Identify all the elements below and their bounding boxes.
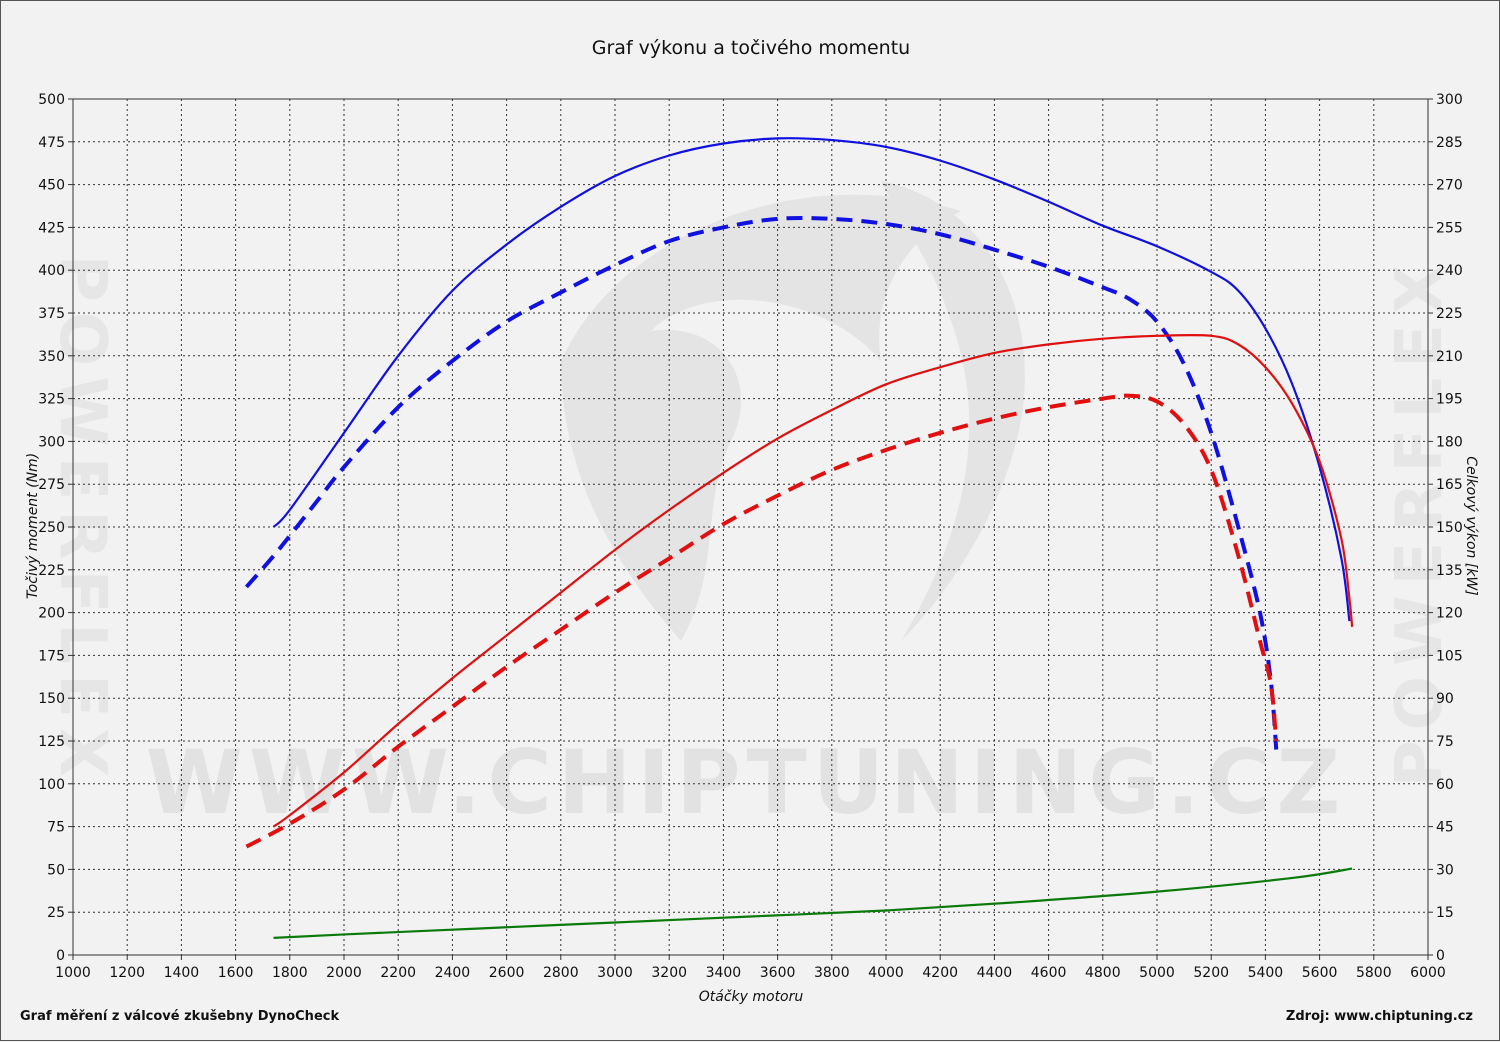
y-left-tick-label: 125	[38, 734, 65, 750]
x-tick-label: 4600	[1031, 965, 1067, 981]
y-right-tick-label: 240	[1436, 263, 1463, 279]
x-tick-label: 2200	[380, 965, 416, 981]
y-right-tick-label: 300	[1436, 92, 1463, 108]
y-right-tick-label: 150	[1436, 520, 1463, 536]
x-tick-label: 2800	[543, 965, 579, 981]
y-left-tick-label: 375	[38, 306, 65, 322]
y-left-tick-label: 425	[38, 220, 65, 236]
y-left-tick-label: 500	[38, 92, 65, 108]
y-right-tick-label: 270	[1436, 178, 1463, 194]
horn-silhouette	[881, 181, 1025, 641]
y-right-tick-label: 45	[1436, 820, 1454, 836]
x-tick-label: 3600	[760, 965, 796, 981]
x-tick-label: 2400	[435, 965, 471, 981]
y-left-tick-label: 100	[38, 777, 65, 793]
x-tick-label: 1000	[55, 965, 91, 981]
x-tick-label: 5800	[1356, 965, 1392, 981]
y-left-tick-label: 225	[38, 563, 65, 579]
y-left-tick-label: 75	[47, 820, 65, 836]
x-tick-label: 1800	[272, 965, 308, 981]
y-left-tick-label: 200	[38, 606, 65, 622]
y-left-tick-label: 400	[38, 263, 65, 279]
y-axis-right-label: Celkový výkon [kW]	[1463, 456, 1479, 595]
y-right-tick-label: 15	[1436, 905, 1454, 921]
y-left-tick-label: 50	[47, 862, 65, 878]
x-tick-label: 1600	[218, 965, 254, 981]
y-left-tick-label: 300	[38, 434, 65, 450]
bull-silhouette	[561, 194, 961, 641]
x-tick-label: 5000	[1139, 965, 1175, 981]
x-tick-label: 5600	[1302, 965, 1338, 981]
y-right-tick-label: 165	[1436, 477, 1463, 493]
y-left-tick-label: 175	[38, 648, 65, 664]
watermark-text: WWW.CHIPTUNING.CZ	[146, 731, 1347, 834]
y-right-tick-label: 135	[1436, 563, 1463, 579]
x-tick-label: 3200	[651, 965, 687, 981]
y-right-tick-label: 120	[1436, 606, 1463, 622]
x-tick-label: 3800	[814, 965, 850, 981]
y-right-tick-label: 105	[1436, 648, 1463, 664]
y-left-tick-label: 325	[38, 392, 65, 408]
x-tick-label: 4200	[922, 965, 958, 981]
x-tick-label: 3400	[706, 965, 742, 981]
y-left-tick-label: 250	[38, 520, 65, 536]
x-axis-label: Otáčky motoru	[699, 989, 804, 1005]
plot-area	[72, 98, 1429, 956]
y-right-tick-label: 225	[1436, 306, 1463, 322]
x-tick-label: 4800	[1085, 965, 1121, 981]
y-right-tick-label: 180	[1436, 434, 1463, 450]
torque-tuned-line	[272, 137, 1351, 622]
y-right-tick-label: 255	[1436, 220, 1463, 236]
x-tick-label: 5400	[1248, 965, 1284, 981]
y-left-tick-label: 0	[56, 948, 65, 964]
torque-stock-line	[244, 215, 1279, 750]
x-tick-label: 2000	[326, 965, 362, 981]
x-tick-label: 3000	[597, 965, 633, 981]
x-tick-label: 1200	[109, 965, 145, 981]
series-group	[244, 137, 1354, 939]
y-left-tick-label: 25	[47, 905, 65, 921]
chart-title: Graf výkonu a točivého momentu	[592, 37, 910, 59]
y-right-tick-label: 75	[1436, 734, 1454, 750]
x-tick-label: 4000	[868, 965, 904, 981]
x-tick-label: 4400	[977, 965, 1013, 981]
y-right-tick-label: 210	[1436, 349, 1463, 365]
footer-website: Zdroj: www.chiptuning.cz	[1286, 1009, 1473, 1024]
y-right-tick-label: 285	[1436, 135, 1463, 151]
loss-line	[273, 867, 1353, 939]
x-tick-label: 5200	[1193, 965, 1229, 981]
footer-source-note: Graf měření z válcové zkušebny DynoCheck	[20, 1009, 339, 1024]
x-tick-label: 2600	[489, 965, 525, 981]
y-right-tick-label: 195	[1436, 392, 1463, 408]
y-right-tick-label: 0	[1436, 948, 1445, 964]
power-tuned-line	[272, 333, 1354, 828]
watermark-art: WWW.CHIPTUNING.CZ POWERFLEX POWERFLEX	[45, 181, 1457, 834]
y-left-tick-label: 450	[38, 178, 65, 194]
y-right-tick-label: 30	[1436, 862, 1454, 878]
y-axis-left-label: Točivý moment (Nm)	[25, 453, 41, 599]
y-left-tick-label: 475	[38, 135, 65, 151]
power-stock-line	[245, 393, 1279, 849]
y-left-tick-label: 150	[38, 691, 65, 707]
x-tick-label: 1400	[164, 965, 200, 981]
side-watermark-left: POWERFLEX	[45, 255, 119, 787]
x-tick-label: 6000	[1410, 965, 1446, 981]
y-right-tick-label: 90	[1436, 691, 1454, 707]
y-left-tick-label: 275	[38, 477, 65, 493]
y-right-tick-label: 60	[1436, 777, 1454, 793]
tick-labels: 1000 1200 1400 1600 1800 2000 2200 2400 2600 2800…	[38, 92, 1462, 981]
y-left-tick-label: 350	[38, 349, 65, 365]
